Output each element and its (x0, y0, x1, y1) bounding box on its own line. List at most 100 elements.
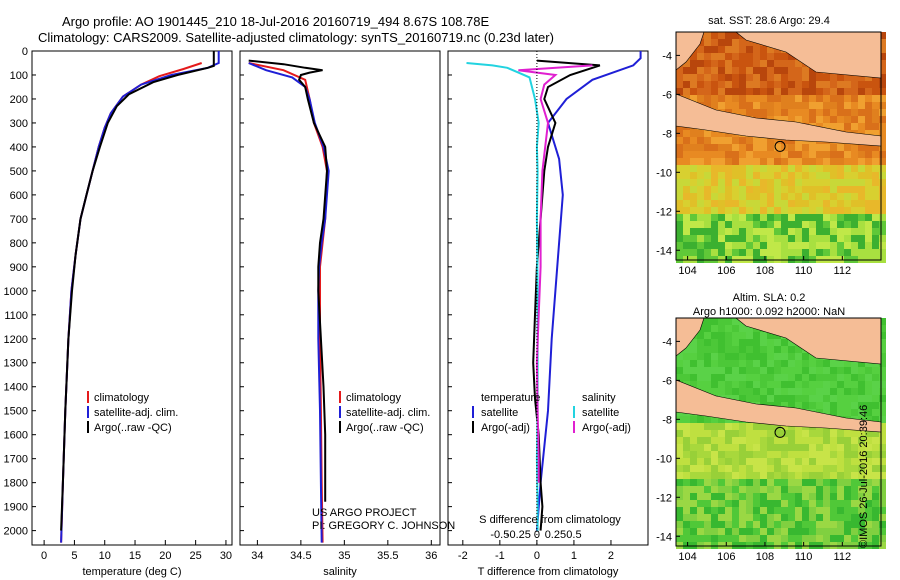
map-cell (781, 95, 788, 102)
map-cell (683, 214, 690, 221)
map-cell (704, 249, 711, 256)
map-cell (781, 423, 788, 430)
map-cell (872, 493, 879, 500)
map-cell (746, 458, 753, 465)
map-cell (781, 67, 788, 74)
map-cell (753, 228, 760, 235)
temperature-legend: climatology satellite-adj. clim. Argo(..… (87, 391, 178, 434)
map-cell (865, 221, 872, 228)
map-cell (788, 353, 795, 360)
map-cell (690, 60, 697, 67)
map-cell (739, 228, 746, 235)
map-cell (711, 325, 718, 332)
map-cell (809, 179, 816, 186)
map-cell (711, 353, 718, 360)
map-cell (879, 472, 886, 479)
map-cell (711, 193, 718, 200)
map-cell (858, 249, 865, 256)
map-cell (760, 67, 767, 74)
map-cell (837, 409, 844, 416)
map-cell (872, 179, 879, 186)
map-cell (718, 130, 725, 137)
depth-tick-label: 1400 (4, 382, 28, 394)
map-cell (697, 249, 704, 256)
map-cell (767, 521, 774, 528)
map-cell (774, 528, 781, 535)
map-cell (753, 242, 760, 249)
map-cell (851, 479, 858, 486)
map-cell (746, 67, 753, 74)
map-cell (704, 451, 711, 458)
map-cell (704, 521, 711, 528)
map-cell (725, 144, 732, 151)
map-cell (704, 53, 711, 60)
map-cell (823, 409, 830, 416)
map-cell (858, 409, 865, 416)
map-cell (795, 528, 802, 535)
map-cell (704, 318, 711, 325)
map-cell (704, 32, 711, 39)
map-cell (732, 242, 739, 249)
map-cell (879, 200, 886, 207)
map-cell (718, 88, 725, 95)
map-cell (858, 116, 865, 123)
map-cell (844, 465, 851, 472)
map-cell (865, 367, 872, 374)
map-cell (718, 60, 725, 67)
map-cell (767, 458, 774, 465)
map-cell (767, 535, 774, 542)
map-cell (858, 235, 865, 242)
map-cell (676, 507, 683, 514)
map-cell (795, 102, 802, 109)
map-x-tick-label: 104 (678, 551, 696, 563)
map-cell (837, 235, 844, 242)
map-cell (830, 88, 837, 95)
map-cell (809, 81, 816, 88)
map-cell (711, 430, 718, 437)
map-cell (830, 458, 837, 465)
map-cell (774, 402, 781, 409)
map-cell (732, 318, 739, 325)
map-cell (725, 67, 732, 74)
depth-tick-label: 1000 (4, 286, 28, 298)
map-cell (781, 465, 788, 472)
map-cell (844, 165, 851, 172)
map-cell (872, 367, 879, 374)
map-cell (739, 249, 746, 256)
map-cell (774, 249, 781, 256)
map-cell (879, 165, 886, 172)
map-cell (704, 46, 711, 53)
map-cell (830, 165, 837, 172)
map-cell (872, 186, 879, 193)
map-cell (802, 144, 809, 151)
map-cell (809, 521, 816, 528)
map-cell (823, 144, 830, 151)
argo-location-marker (774, 140, 786, 152)
map-cell (872, 130, 879, 137)
map-cell (844, 95, 851, 102)
depth-tick-label: 2000 (4, 526, 28, 538)
map-cell (879, 451, 886, 458)
map-cell (837, 507, 844, 514)
map-cell (809, 444, 816, 451)
series-line (60, 51, 215, 531)
map-cell (788, 158, 795, 165)
map-cell (837, 521, 844, 528)
map-cell (823, 95, 830, 102)
map-cell (851, 395, 858, 402)
map-cell (690, 430, 697, 437)
map-cell (732, 67, 739, 74)
map-cell (711, 172, 718, 179)
map-cell (704, 353, 711, 360)
map-cell (795, 360, 802, 367)
map-cell (781, 228, 788, 235)
map-cell (816, 109, 823, 116)
map-cell (746, 451, 753, 458)
map-cell (795, 479, 802, 486)
map-cell (781, 535, 788, 542)
map-cell (767, 193, 774, 200)
depth-tick-label: 1600 (4, 430, 28, 442)
map-cell (781, 193, 788, 200)
map-cell (718, 67, 725, 74)
map-cell (753, 388, 760, 395)
